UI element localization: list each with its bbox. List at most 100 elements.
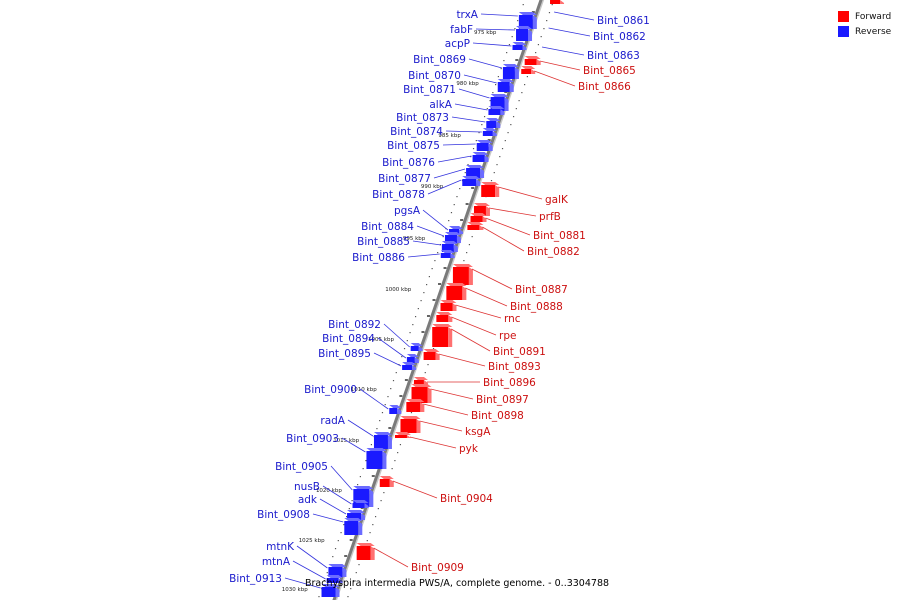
tick-label: 1025 kbp [299,538,325,544]
gene-mtnk-block-top [328,564,347,567]
guide-dot [352,580,355,582]
guide-dot [463,260,465,262]
gene-bint-0866-label: Bint_0866 [578,81,631,93]
gene-bint-0897-leader [430,388,474,400]
guide-dot [434,260,436,262]
guide-dot [459,188,461,190]
guide-dot [437,252,439,254]
gene-bint-0866-leader [534,70,576,87]
gene-bint-0897-block-side [427,387,432,403]
gene-rpe-leader [451,316,497,336]
guide-dot [412,324,414,326]
gene-adk-leader [319,498,347,515]
gene-alka-leader [454,103,488,111]
gene-bint-0895-leader [373,352,402,367]
gene-bint-0886-leader [407,253,440,258]
guide-dot [395,372,397,374]
gene-bint-0905-leader [330,465,353,491]
guide-dot [384,404,386,406]
gene-bint-0888-block-side [462,286,467,300]
gene-bint-0903-label: Bint_0903 [286,433,339,445]
gene-bint-0881-leader [485,217,531,236]
gene-bint-0865-label: Bint_0865 [583,65,636,77]
gene-rpe-block [436,315,449,322]
gene-bint-0873-leader [451,116,486,123]
gene-bint-0885-label: Bint_0885 [357,236,410,248]
gene-bint-0877-block [466,168,481,178]
gene-bint-0870-block-side [509,82,514,92]
guide-dot [468,244,471,246]
gene-bint-0874-block-top [482,128,497,131]
guide-dot [515,108,517,110]
guide-dot [471,236,473,238]
gene-bint-0905-block-top [353,486,374,489]
tick-label: 1030 kbp [282,587,308,593]
gene-rada-leader [347,419,374,437]
gene-ksga-label: ksgA [465,426,491,438]
gene-bint-0891-leader [451,328,491,352]
gene-fabf-leader [475,28,516,31]
gene-bint-0884-label: Bint_0884 [361,221,414,233]
gene-bint-0887-leader [471,268,513,290]
gene-bint-0903-block [366,451,383,469]
gene-rnc-block-side [452,303,457,311]
gene-bint-0896-label: Bint_0896 [483,377,536,389]
gene-fabf-label: fabF [450,24,473,36]
guide-dot [357,484,359,486]
gene-bint-0875-label: Bint_0875 [387,140,440,152]
gene-bint-0881-label: Bint_0881 [533,230,586,242]
gene-bint-0877-block-top [466,165,485,168]
gene-bint-0913-block-side [335,587,340,597]
gene-bint-0900-leader [359,388,389,410]
legend: Forward Reverse [838,9,891,39]
gene-mtna-leader [292,560,326,580]
gene-prfb-block-top [473,203,490,206]
guide-dot [392,380,395,382]
gene-bint-0896-block-top [413,377,428,380]
gene-bint-0904-block [379,479,390,487]
gene-bint-0882-block-side [479,225,484,230]
gene-bint-0873-label: Bint_0873 [396,112,449,124]
gene-bint-0892-block-side [418,346,423,351]
gene-alka-label: alkA [429,99,452,111]
gene-bint-0891-label: Bint_0891 [493,346,546,358]
gene-bint-0870-leader [463,74,497,84]
gene-bint-0895-block-side [412,365,417,370]
guide-dot [442,236,444,238]
gene-bint-0870-block-top [497,79,514,82]
gene-ksga-block [400,419,417,433]
gene-alka-block [488,109,501,115]
guide-dot [414,316,417,318]
guide-dot [424,372,426,374]
gene-acpp-block [512,45,523,50]
gene-bint-0885-block-side [453,244,458,252]
gene-bint-0891-block [432,327,449,347]
gene-bint-0876-leader [437,155,472,163]
gene-pyk-block-side [406,435,411,438]
gene-bint-0898-leader [423,403,469,416]
guide-dot [406,340,408,342]
guide-dot [508,44,511,46]
gene-prfb-block-side [485,206,490,216]
guide-dot [500,68,502,70]
guide-dot [358,564,360,566]
gene-trxa-block-side [532,15,537,29]
gene-bint-0874-label: Bint_0874 [390,126,443,138]
guide-dot [543,28,545,30]
guide-dot [507,132,509,134]
gene-bint-0885-block-top [441,241,458,244]
gene-bint-0893-block-top [423,349,440,352]
gene-mtna-label: mtnA [262,556,291,568]
gene-bint-0870-block [497,82,510,92]
guide-dot [535,52,537,54]
gene-bint-0876-block [472,155,485,162]
gene-prfb-label: prfB [539,211,561,223]
tick-label: 1020 kbp [316,488,342,494]
gene-bint-0893-leader [438,353,486,367]
gene-bint-0913-block-top [321,584,340,587]
gene-bint-0885-leader [412,240,441,246]
guide-dot [503,60,505,62]
guide-dot [496,164,498,166]
gene-bint-0898-block [406,402,421,412]
gene-pyk-block-top [394,432,411,435]
